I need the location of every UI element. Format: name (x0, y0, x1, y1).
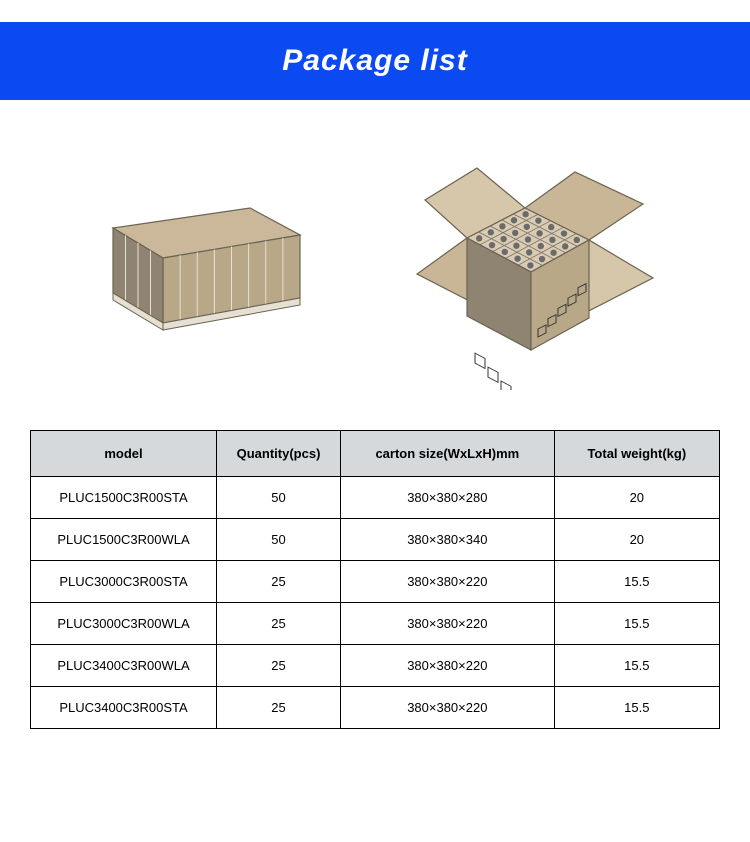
table-cell: 15.5 (554, 687, 719, 729)
package-table: modelQuantity(pcs)carton size(WxLxH)mmTo… (30, 430, 720, 729)
table-header-row: modelQuantity(pcs)carton size(WxLxH)mmTo… (31, 431, 720, 477)
table-cell: 380×380×280 (341, 477, 555, 519)
table-cell: 380×380×220 (341, 603, 555, 645)
table-cell: 380×380×220 (341, 561, 555, 603)
table-cell: PLUC3000C3R00WLA (31, 603, 217, 645)
open-box-image (375, 150, 675, 390)
table-row: PLUC3000C3R00WLA25380×380×22015.5 (31, 603, 720, 645)
table-cell: 50 (217, 477, 341, 519)
table-cell: PLUC1500C3R00STA (31, 477, 217, 519)
table-header-cell: Total weight(kg) (554, 431, 719, 477)
table-cell: 15.5 (554, 645, 719, 687)
table-header-cell: model (31, 431, 217, 477)
table-cell: 50 (217, 519, 341, 561)
closed-box-image (75, 180, 315, 360)
table-cell: 25 (217, 645, 341, 687)
table-cell: 380×380×220 (341, 687, 555, 729)
table-row: PLUC3400C3R00STA25380×380×22015.5 (31, 687, 720, 729)
page-title: Package list (282, 44, 467, 78)
table-cell: 20 (554, 477, 719, 519)
table-row: PLUC3400C3R00WLA25380×380×22015.5 (31, 645, 720, 687)
table-cell: 15.5 (554, 603, 719, 645)
table-cell: PLUC3400C3R00WLA (31, 645, 217, 687)
table-cell: 25 (217, 603, 341, 645)
title-banner: Package list (0, 22, 750, 100)
table-cell: 20 (554, 519, 719, 561)
table-cell: 380×380×340 (341, 519, 555, 561)
package-table-container: modelQuantity(pcs)carton size(WxLxH)mmTo… (0, 430, 750, 729)
table-cell: 25 (217, 687, 341, 729)
table-row: PLUC3000C3R00STA25380×380×22015.5 (31, 561, 720, 603)
table-cell: PLUC3000C3R00STA (31, 561, 217, 603)
closed-box-icon (75, 180, 315, 360)
table-cell: 380×380×220 (341, 645, 555, 687)
table-header-cell: Quantity(pcs) (217, 431, 341, 477)
open-box-icon (375, 150, 675, 390)
table-cell: 25 (217, 561, 341, 603)
table-cell: 15.5 (554, 561, 719, 603)
table-header-cell: carton size(WxLxH)mm (341, 431, 555, 477)
table-row: PLUC1500C3R00STA50380×380×28020 (31, 477, 720, 519)
package-images (0, 150, 750, 390)
table-cell: PLUC3400C3R00STA (31, 687, 217, 729)
table-row: PLUC1500C3R00WLA50380×380×34020 (31, 519, 720, 561)
table-cell: PLUC1500C3R00WLA (31, 519, 217, 561)
